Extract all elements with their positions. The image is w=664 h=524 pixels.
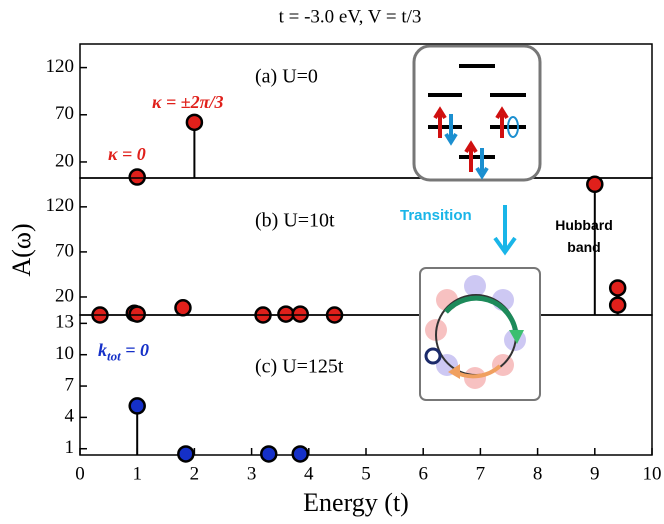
point xyxy=(128,397,146,415)
y-tick-label: 10 xyxy=(55,343,74,364)
y-tick-label: 70 xyxy=(55,240,74,261)
annotation: κ = 0 xyxy=(108,144,146,164)
annotation: ktot = 0 xyxy=(98,340,149,365)
point xyxy=(586,175,604,194)
y-tick-label: 20 xyxy=(55,150,74,171)
y-tick-label: 13 xyxy=(55,312,74,333)
annotation-part: tot xyxy=(107,348,121,364)
x-axis-label: Energy (t) xyxy=(303,488,409,517)
inset-ring xyxy=(419,267,541,401)
annotation-part: = 0 xyxy=(120,340,149,360)
x-tick-label: 8 xyxy=(533,463,543,484)
transition-arrow xyxy=(493,205,517,256)
x-tick-label: 5 xyxy=(361,463,371,484)
x-tick-label: 9 xyxy=(590,463,600,484)
y-tick-label: 4 xyxy=(65,406,75,427)
point xyxy=(128,168,146,186)
panel-label: (c) U=125t xyxy=(255,356,344,378)
point xyxy=(291,305,309,323)
y-tick-label: 20 xyxy=(55,285,74,306)
annotation: Transition xyxy=(400,207,472,224)
y-tick-label: 120 xyxy=(46,195,75,216)
point xyxy=(277,305,295,323)
y-tick-label: 70 xyxy=(55,103,74,124)
x-tick-label: 2 xyxy=(190,463,200,484)
point xyxy=(608,279,627,297)
x-tick-label: 1 xyxy=(132,463,142,484)
point xyxy=(185,113,204,132)
y-axis-label: A(ω) xyxy=(7,223,36,276)
x-tick-label: 3 xyxy=(247,463,257,484)
annotation: Hubbard band xyxy=(555,217,613,255)
chart-title: t = -3.0 eV, V = t/3 xyxy=(279,6,422,27)
annotation-part: k xyxy=(98,340,107,360)
inset-levels xyxy=(412,44,542,182)
point xyxy=(260,445,278,463)
x-tick-label: 4 xyxy=(304,463,314,484)
y-tick-label: 120 xyxy=(46,56,75,77)
panel-label: (a) U=0 xyxy=(255,66,318,88)
annotation: κ = ±2π/3 xyxy=(152,92,224,112)
panel-frame xyxy=(79,314,653,456)
x-tick-label: 7 xyxy=(476,463,486,484)
x-tick-label: 6 xyxy=(418,463,428,484)
x-tick-label: 0 xyxy=(75,463,85,484)
x-tick-label: 10 xyxy=(643,463,662,484)
y-tick-label: 7 xyxy=(65,374,75,395)
panel-label: (b) U=10t xyxy=(255,210,335,232)
point xyxy=(128,305,146,323)
point xyxy=(291,445,309,463)
point xyxy=(174,299,192,317)
point xyxy=(177,445,195,463)
y-tick-label: 1 xyxy=(65,437,75,458)
point xyxy=(608,296,627,314)
